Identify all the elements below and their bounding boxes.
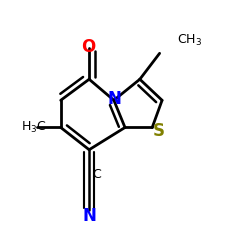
Text: N: N [108,90,121,108]
Text: O: O [81,38,95,56]
Text: S: S [152,122,164,140]
Text: N: N [82,207,96,225]
Text: H$_3$C: H$_3$C [21,120,47,135]
Text: CH$_3$: CH$_3$ [177,34,202,48]
Text: C: C [92,168,101,181]
